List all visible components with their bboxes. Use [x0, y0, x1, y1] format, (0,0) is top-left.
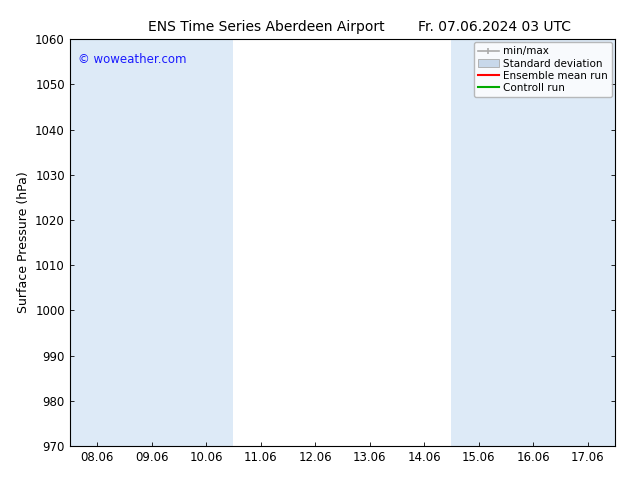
- Text: Fr. 07.06.2024 03 UTC: Fr. 07.06.2024 03 UTC: [418, 20, 571, 34]
- Text: ENS Time Series Aberdeen Airport: ENS Time Series Aberdeen Airport: [148, 20, 385, 34]
- Text: © woweather.com: © woweather.com: [78, 53, 186, 67]
- Legend: min/max, Standard deviation, Ensemble mean run, Controll run: min/max, Standard deviation, Ensemble me…: [474, 42, 612, 97]
- Bar: [70, 39, 233, 446]
- Bar: [451, 39, 615, 446]
- Y-axis label: Surface Pressure (hPa): Surface Pressure (hPa): [16, 172, 30, 314]
